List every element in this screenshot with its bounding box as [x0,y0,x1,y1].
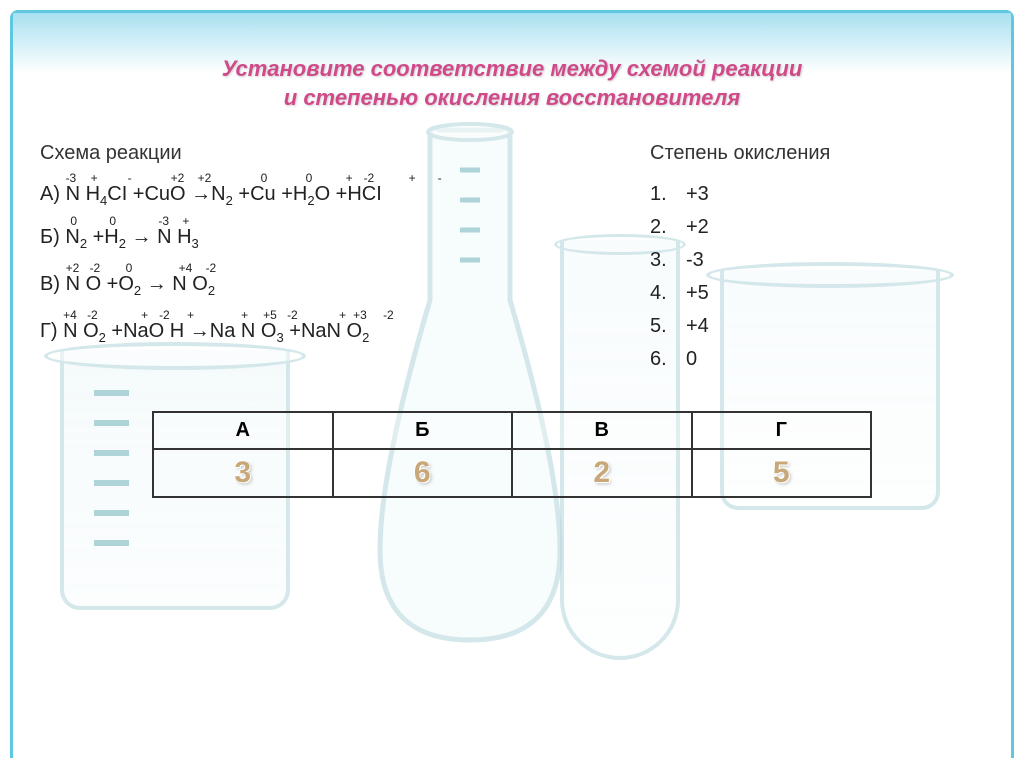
th-b: Б [333,412,513,449]
answer-table-header-row: А Б В Г [153,412,871,449]
reaction-b: Б) N2 +H2 → N H3 0 0 -3 + [40,226,550,251]
reactions-column: Схема реакции А) N H4CI +CuO →N2 +Cu +H2… [30,142,550,381]
th-v: В [512,412,692,449]
slide-content: Установите соответствие между схемой реа… [30,55,994,498]
ox-item-4: 4.+5 [650,282,994,305]
ox-item-1: 1.+3 [650,183,994,206]
reaction-a: А) N H4CI +CuO →N2 +Cu +H2O +HCI -3 + - … [40,183,550,208]
ox-item-6: 6.0 [650,348,994,371]
reaction-g: Г) N O2 +NaO H →Na N O3 +NaN O2 +4 -2 + … [40,320,550,345]
ox-item-5: 5.+4 [650,315,994,338]
ans-v: 2 [512,449,692,497]
oxidation-list: 1.+3 2.+2 3.-3 4.+5 5.+4 6.0 [650,183,994,371]
reaction-g-formula: N O2 +NaO H →Na N O3 +NaN O2 +4 -2 + -2 … [63,320,369,345]
ox-item-3: 3.-3 [650,249,994,272]
reaction-v-label: В) [40,273,60,295]
ans-g: 5 [692,449,872,497]
ans-b: 6 [333,449,513,497]
reactions-header: Схема реакции [40,142,550,165]
th-a: А [153,412,333,449]
oxidation-column: Степень окисления 1.+3 2.+2 3.-3 4.+5 5.… [610,142,994,381]
answer-table-answer-row: 3 6 2 5 [153,449,871,497]
columns: Схема реакции А) N H4CI +CuO →N2 +Cu +H2… [30,142,994,381]
reaction-v-formula: N O +O2 → N O2 +2 -2 0 +4 -2 [66,273,216,298]
reaction-a-formula: N H4CI +CuO →N2 +Cu +H2O +HCI -3 + - +2 … [66,183,382,208]
ans-a: 3 [153,449,333,497]
title-line-2: и степенью окисления восстановителя [30,84,994,113]
slide-title: Установите соответствие между схемой реа… [30,55,994,112]
reaction-b-formula: N2 +H2 → N H3 0 0 -3 + [65,226,198,251]
answer-table: А Б В Г 3 6 2 5 [152,411,872,498]
ox-item-2: 2.+2 [650,216,994,239]
reaction-g-label: Г) [40,320,58,342]
reaction-b-label: Б) [40,226,60,248]
oxidation-header: Степень окисления [650,142,994,165]
reaction-a-label: А) [40,183,60,205]
th-g: Г [692,412,872,449]
reaction-v: В) N O +O2 → N O2 +2 -2 0 +4 -2 [40,273,550,298]
title-line-1: Установите соответствие между схемой реа… [30,55,994,84]
